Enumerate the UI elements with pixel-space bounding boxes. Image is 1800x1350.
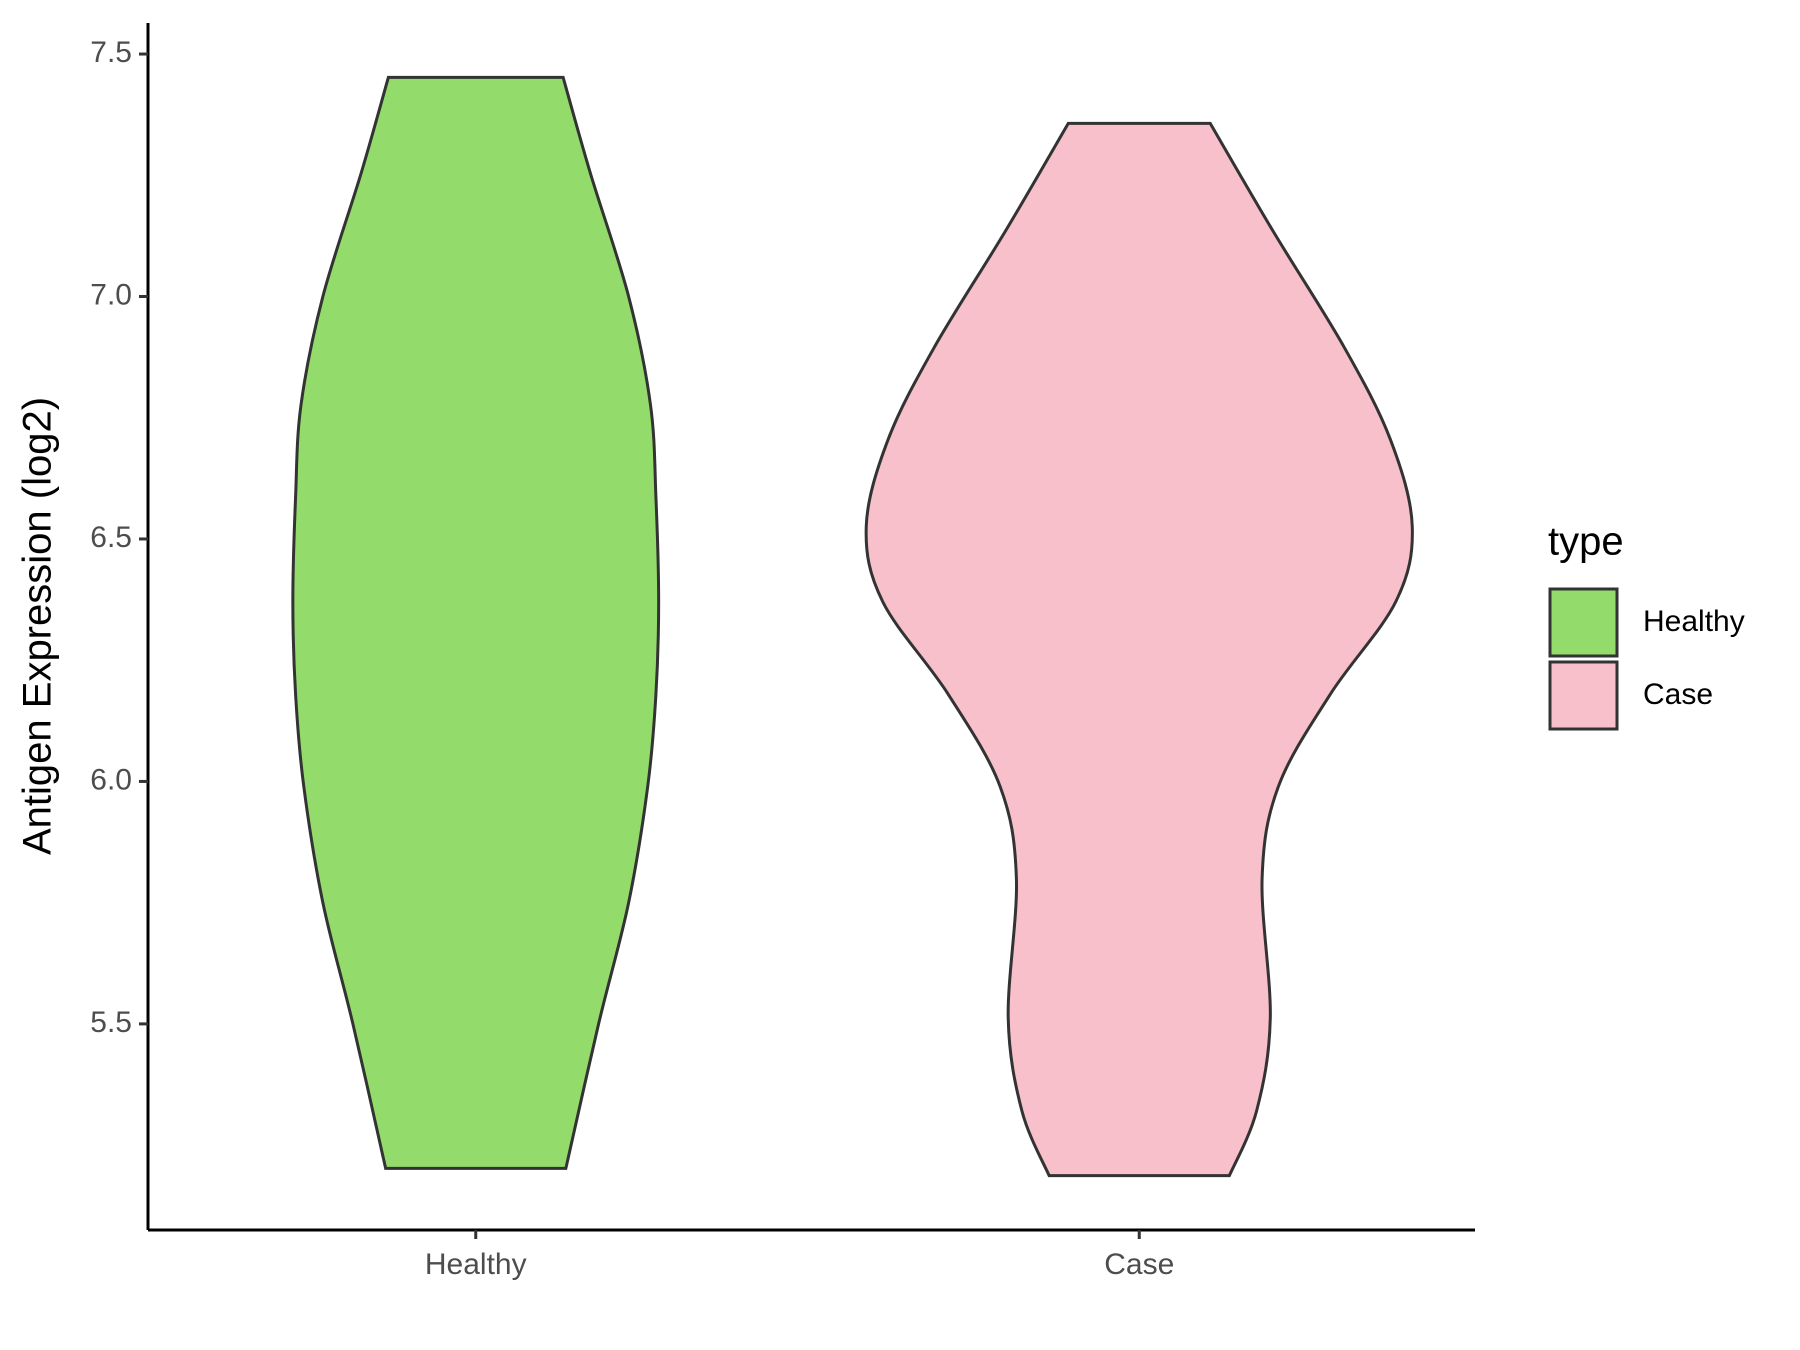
legend-label: Healthy bbox=[1643, 605, 1745, 638]
y-tick-label: 6.5 bbox=[90, 521, 132, 554]
legend-label: Case bbox=[1643, 678, 1713, 711]
legend-swatch bbox=[1548, 587, 1619, 658]
y-axis-title: Antigen Expression (log2) bbox=[16, 397, 60, 855]
violin bbox=[864, 121, 1414, 1178]
legend-swatch bbox=[1548, 660, 1619, 731]
y-tick-label: 7.0 bbox=[90, 278, 132, 311]
violin bbox=[291, 75, 661, 1170]
x-tick-label: Healthy bbox=[425, 1248, 527, 1281]
legend-title: type bbox=[1548, 520, 1624, 564]
x-tick-label: Case bbox=[1104, 1248, 1174, 1281]
y-tick-label: 6.0 bbox=[90, 763, 132, 796]
y-tick-label: 7.5 bbox=[90, 36, 132, 69]
y-tick-label: 5.5 bbox=[90, 1006, 132, 1039]
